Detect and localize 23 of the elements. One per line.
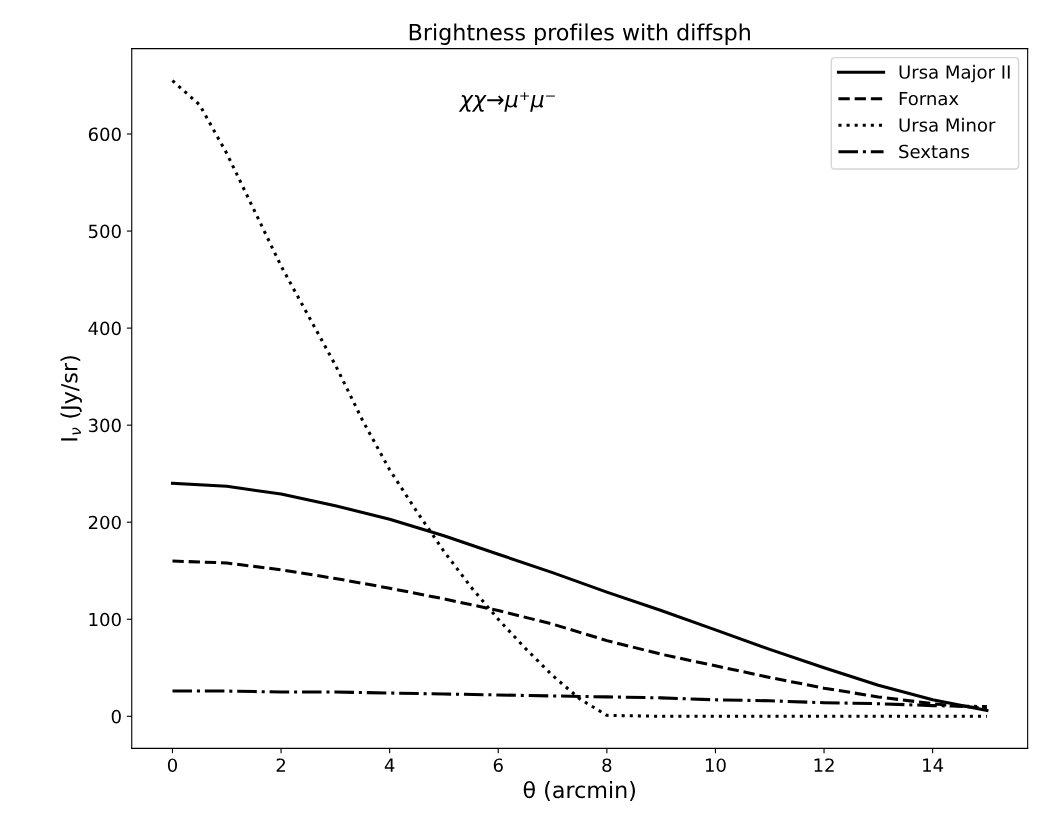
x-tick-label: 8 xyxy=(602,758,612,773)
x-axis-title: θ (arcmin) xyxy=(523,780,635,801)
y-axis-title: I$_{ν}$ (Jy/sr) xyxy=(60,356,82,441)
legend-label: Sextans xyxy=(899,144,970,159)
legend-label: Ursa Minor xyxy=(899,117,996,132)
y-tick-label: 500 xyxy=(88,224,121,239)
x-tick-label: 4 xyxy=(384,758,395,772)
legend-label: Ursa Major II xyxy=(899,64,1010,83)
chart-title: Brightness profiles with diffsph xyxy=(409,23,750,45)
x-tick-label: 6 xyxy=(493,758,503,773)
annotation: χχ→μ⁺μ⁻ xyxy=(458,92,555,112)
y-tick-label: 600 xyxy=(88,127,121,142)
y-tick-label: 400 xyxy=(88,321,121,336)
x-tick-label: 2 xyxy=(276,758,285,772)
x-tick-label: 0 xyxy=(167,758,178,773)
x-tick-label: 10 xyxy=(705,758,726,773)
x-tick-label: 14 xyxy=(923,758,944,772)
y-tick-label: 300 xyxy=(88,418,121,433)
y-tick-label: 0 xyxy=(111,709,121,724)
x-tick-label: 12 xyxy=(814,758,834,772)
legend-label: Fornax xyxy=(899,91,959,106)
y-tick-label: 200 xyxy=(88,515,121,530)
y-tick-label: 100 xyxy=(89,612,121,627)
